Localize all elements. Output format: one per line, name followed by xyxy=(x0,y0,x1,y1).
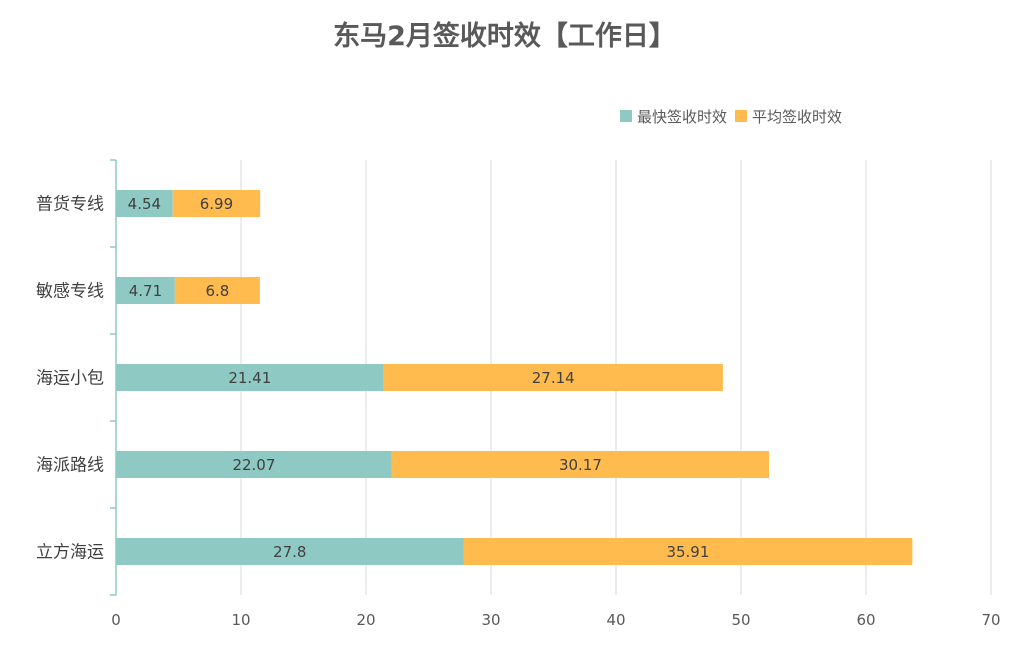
x-tick-label-10: 10 xyxy=(231,611,250,629)
x-tick-label-60: 60 xyxy=(856,611,875,629)
legend-swatch-fastest xyxy=(620,110,632,122)
bar-fastest-4 xyxy=(116,538,464,565)
bar-fastest-3 xyxy=(116,451,392,478)
data-label-fastest-3: 22.07 xyxy=(232,456,275,474)
data-label-fastest-1: 4.71 xyxy=(129,282,162,300)
data-label-fastest-0: 4.54 xyxy=(128,195,161,213)
data-label-fastest-2: 21.41 xyxy=(228,369,271,387)
data-label-average-0: 6.99 xyxy=(200,195,233,213)
x-tick-label-30: 30 xyxy=(481,611,500,629)
legend-item-fastest: 最快签收时效 xyxy=(620,106,727,127)
category-label-2: 海运小包 xyxy=(36,369,104,389)
x-tick-label-20: 20 xyxy=(356,611,375,629)
bar-fastest-1 xyxy=(116,277,175,304)
category-label-1: 敏感专线 xyxy=(36,282,104,302)
legend-swatch-average xyxy=(735,110,748,122)
bar-average-2 xyxy=(383,364,723,391)
x-tick-label-70: 70 xyxy=(981,611,1000,629)
category-label-3: 海派路线 xyxy=(36,456,104,476)
category-label-4: 立方海运 xyxy=(36,543,104,563)
data-label-average-1: 6.8 xyxy=(205,282,229,300)
data-label-average-4: 35.91 xyxy=(666,543,709,561)
bar-fastest-2 xyxy=(116,364,384,391)
legend-label-average: 平均签收时效 xyxy=(752,107,843,126)
bar-average-4 xyxy=(463,538,913,565)
x-tick-label-40: 40 xyxy=(606,611,625,629)
chart-title: 东马2月签收时效【工作日】 xyxy=(333,21,676,52)
data-label-fastest-4: 27.8 xyxy=(273,543,306,561)
bar-average-1 xyxy=(174,277,260,304)
legend-item-average: 平均签收时效 xyxy=(735,106,842,127)
category-label-0: 普货专线 xyxy=(36,195,104,215)
legend-label-fastest: 最快签收时效 xyxy=(637,107,728,126)
bar-average-3 xyxy=(391,451,769,478)
data-label-average-3: 30.17 xyxy=(559,456,602,474)
bar-average-0 xyxy=(172,190,261,217)
data-label-average-2: 27.14 xyxy=(532,369,575,387)
x-tick-label-0: 0 xyxy=(111,611,121,629)
x-tick-label-50: 50 xyxy=(731,611,750,629)
legend: 最快签收时效 平均签收时效 xyxy=(620,106,850,126)
bar-fastest-0 xyxy=(116,190,173,217)
